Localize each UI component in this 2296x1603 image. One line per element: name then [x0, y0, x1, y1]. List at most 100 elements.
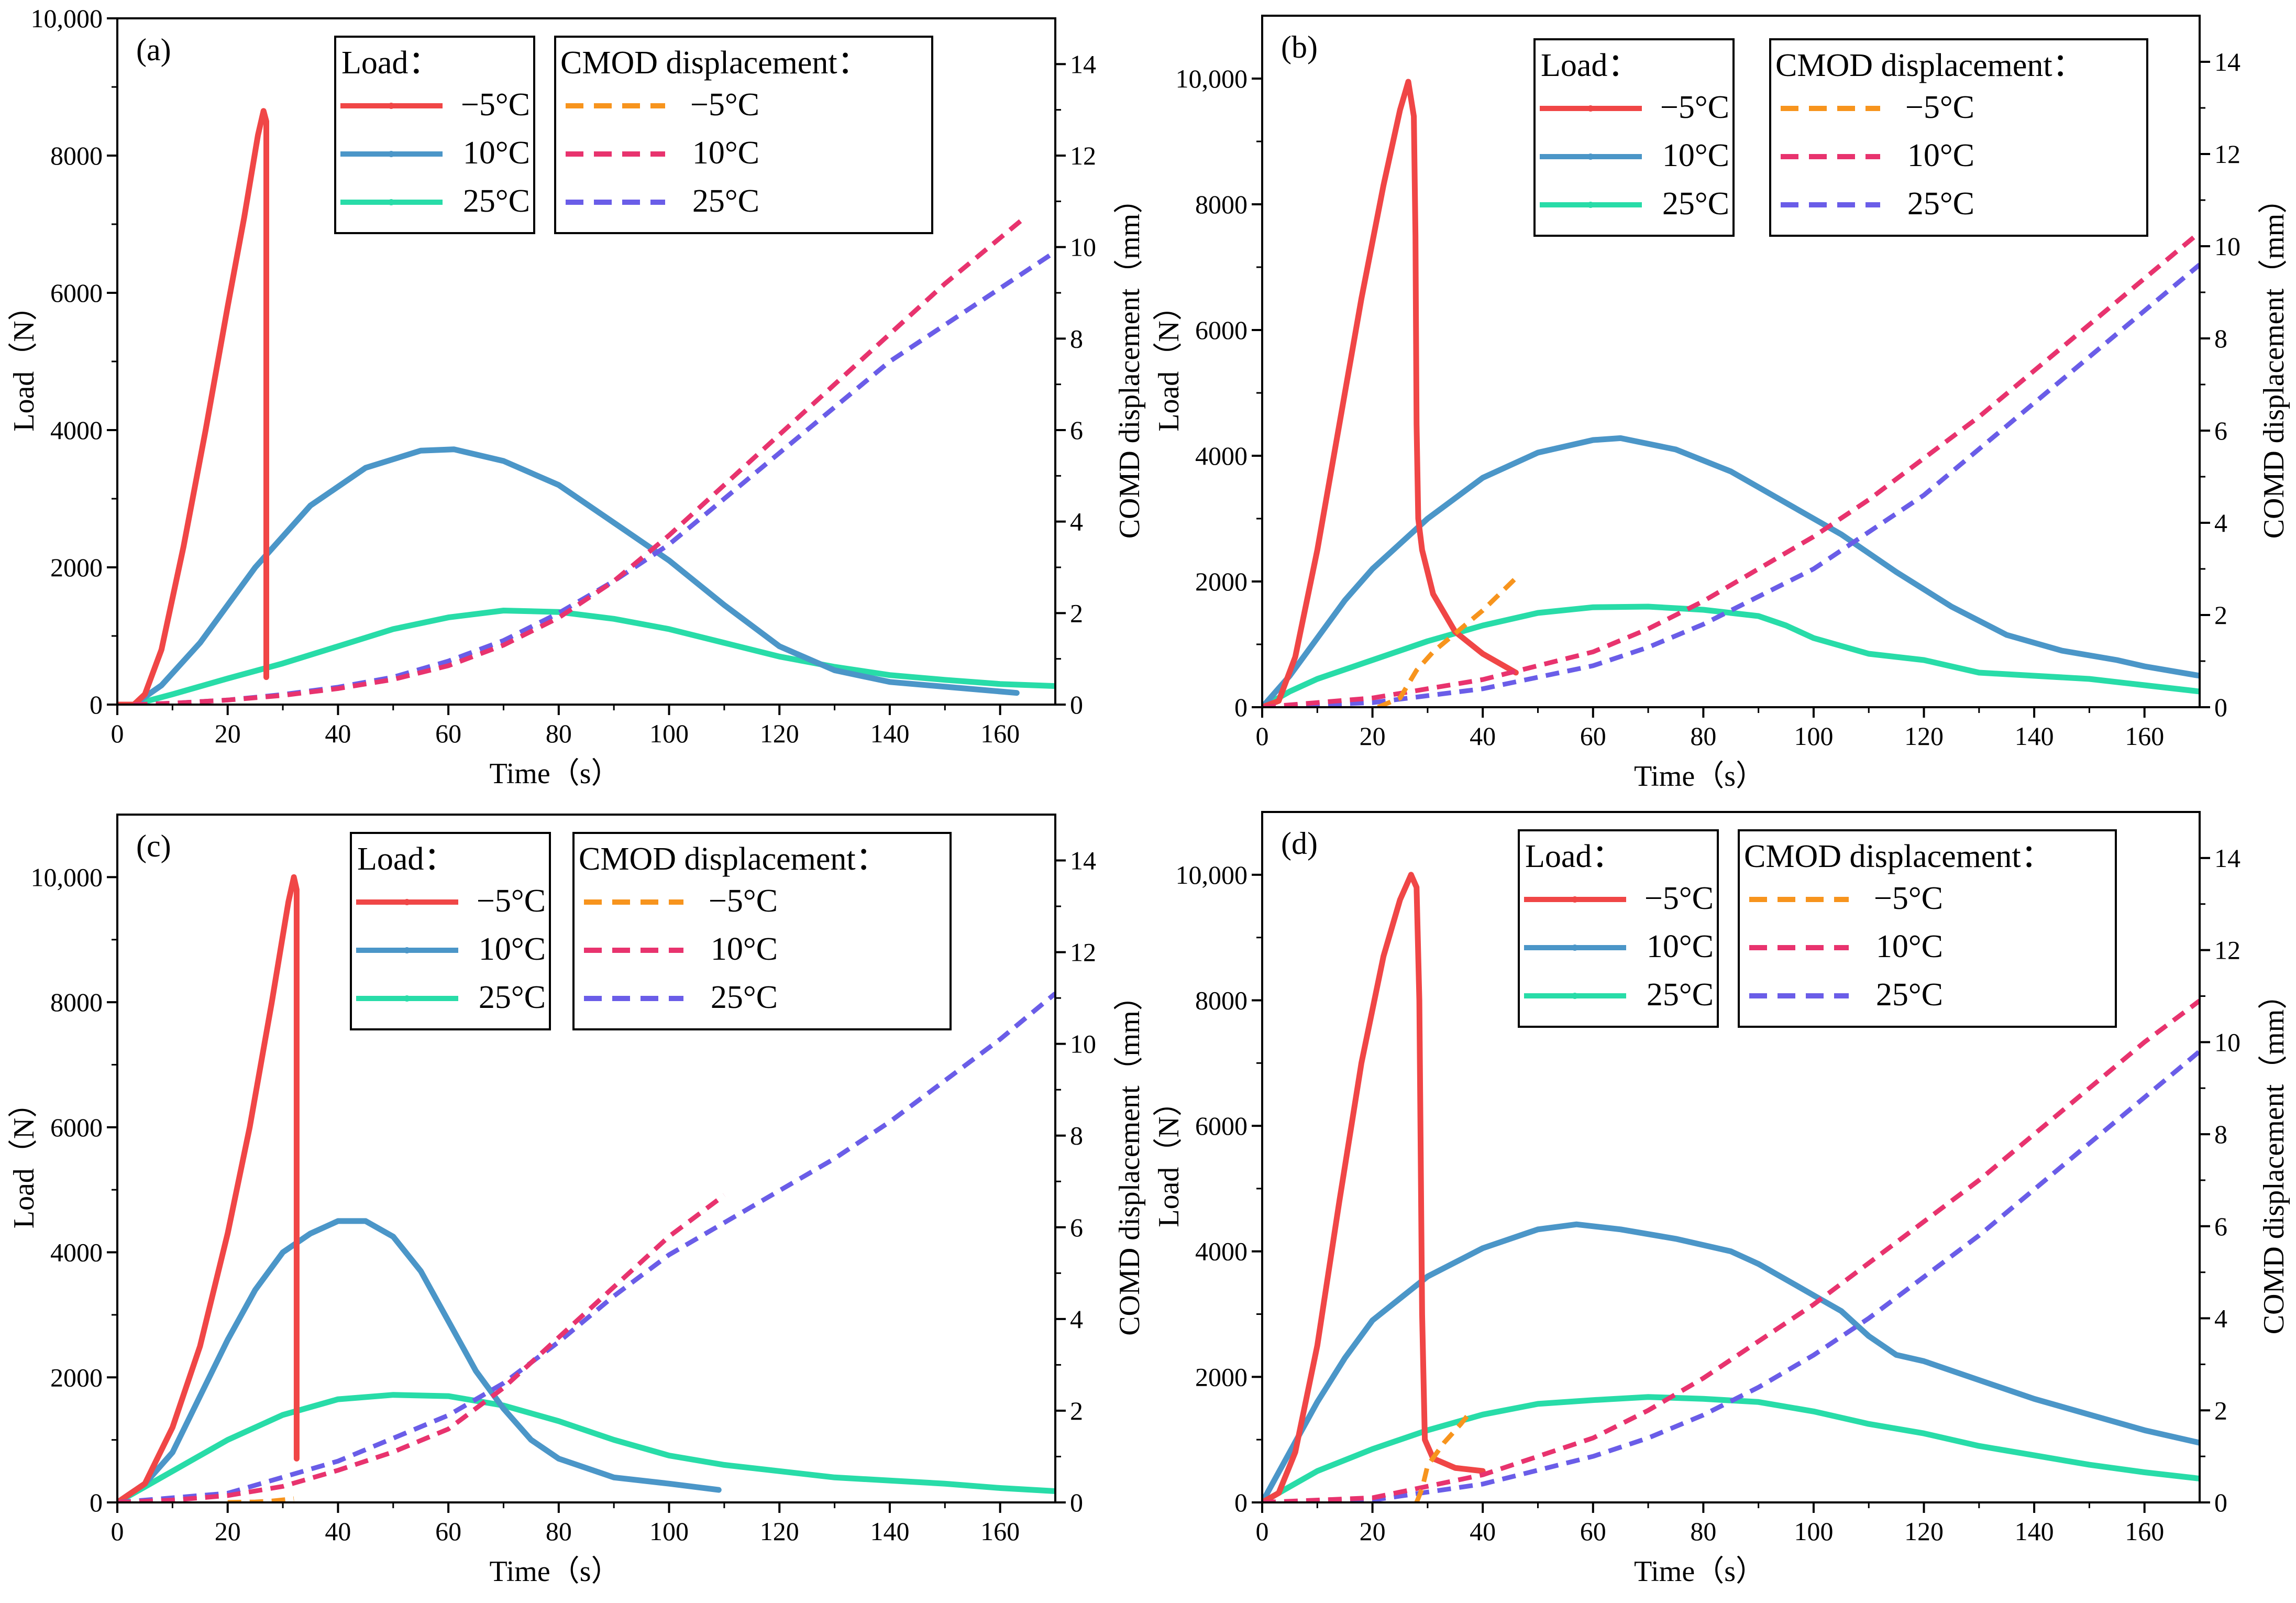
y-tick-label: 8000 [50, 141, 103, 170]
x-tick-label: 20 [215, 719, 241, 748]
cmod-series-t25 [1262, 1049, 2200, 1502]
y-tick-label: 0 [90, 690, 103, 719]
plot-frame [1261, 15, 2201, 708]
y-tick-label: 10,000 [31, 4, 103, 33]
legend-load-marker-t10 [1572, 945, 1578, 951]
y-axis-label: Load（N） [1153, 1087, 1185, 1227]
y2-tick-label: 10 [2214, 1027, 2240, 1057]
x-tick-label: 100 [1794, 1517, 1833, 1546]
y2-tick-label: 14 [1070, 846, 1096, 875]
x-tick-label: 40 [325, 1517, 351, 1546]
y2-tick-label: 8 [2214, 324, 2227, 353]
y2-tick-label: 2 [2214, 600, 2227, 630]
load-series-t10 [131, 446, 1020, 705]
y-tick-label: 0 [1234, 1488, 1248, 1517]
y-tick-label: 4000 [1195, 1237, 1248, 1266]
x-tick-label: 160 [2125, 721, 2164, 751]
cmod-series-t25 [134, 249, 1055, 705]
y2-axis-label: COMD displacement（mm） [1113, 184, 1146, 539]
cmod-series-t25 [117, 991, 1055, 1502]
legend-load-marker-t10 [404, 947, 410, 953]
legend-load-label-m5: −5°C [461, 87, 530, 123]
x-tick-label: 160 [980, 1517, 1020, 1546]
y2-tick-label: 4 [2214, 1304, 2227, 1333]
y2-tick-label: 12 [1070, 141, 1096, 170]
legend-load-title: Load： [1541, 48, 1640, 83]
x-axis-label: Time（s） [1634, 760, 1765, 793]
legend-cmod-label-t25: 25°C [1876, 977, 1943, 1013]
legend-load-label-m5: −5°C [1660, 90, 1729, 125]
legend-load: Load： −5°C 10°C 25°C [350, 832, 551, 1030]
y-tick-label: 6000 [50, 1113, 103, 1142]
x-tick-label: 0 [1256, 721, 1269, 751]
y-tick-label: 10,000 [1176, 860, 1248, 890]
legend-cmod-label-m5: −5°C [690, 87, 759, 123]
y-axis-label: Load（N） [1153, 291, 1185, 432]
y-tick-label: 2000 [50, 553, 103, 582]
legend-load-label-m5: −5°C [477, 883, 546, 919]
y2-tick-label: 10 [1070, 233, 1096, 262]
legend-load-title: Load： [341, 45, 440, 81]
y2-tick-label: 6 [1070, 415, 1083, 445]
x-tick-label: 100 [649, 1517, 689, 1546]
y2-tick-label: 12 [2214, 139, 2240, 169]
y-tick-label: 4000 [1195, 441, 1248, 470]
cmod-series-m5 [1414, 1409, 1474, 1502]
y2-tick-label: 12 [2214, 936, 2240, 965]
legend-load-label-t10: 10°C [479, 931, 546, 967]
x-axis-label: Time（s） [1634, 1555, 1765, 1588]
legend-load-marker-m5 [388, 103, 394, 109]
y2-tick-label: 14 [1070, 49, 1096, 79]
y2-axis-label: COMD displacement（mm） [2258, 184, 2290, 539]
y2-tick-label: 2 [1070, 598, 1083, 628]
legend-cmod-label-t25: 25°C [1907, 186, 1974, 222]
y2-tick-label: 6 [2214, 416, 2227, 445]
series-group [1262, 79, 2200, 707]
y-tick-label: 2000 [1195, 567, 1248, 596]
panel-label: (c) [136, 829, 171, 863]
x-tick-label: 100 [649, 719, 689, 748]
y-tick-label: 4000 [50, 415, 103, 445]
panel-b: 0 20 40 60 80 100 120 140 1600200040006000800010… [1153, 15, 2290, 793]
legend-load: Load： −5°C 10°C 25°C [1518, 829, 1719, 1028]
y-axis-label: Load（N） [8, 291, 40, 432]
y-tick-label: 10,000 [1176, 64, 1248, 93]
y2-tick-label: 8 [2214, 1119, 2227, 1149]
legend-load: Load： −5°C 10°C 25°C [1533, 38, 1735, 237]
y2-tick-label: 4 [1070, 1304, 1083, 1334]
legend-load: Load： −5°C 10°C 25°C [334, 36, 535, 234]
x-tick-label: 80 [546, 719, 572, 748]
cmod-series-m5 [1377, 576, 1518, 707]
y2-tick-label: 0 [2214, 693, 2227, 722]
legend-load-marker-t25 [1587, 202, 1594, 208]
cmod-series-t25 [1262, 262, 2200, 707]
legend-cmod-box [1738, 829, 2117, 1028]
legend-cmod-label-m5: −5°C [1874, 881, 1943, 916]
y2-tick-label: 0 [1070, 690, 1083, 719]
legend-cmod: CMOD displacement： −5°C 10°C 25°C [554, 36, 933, 234]
panel-d: 0 20 40 60 80 100 120 140 1600200040006000800010… [1153, 811, 2290, 1588]
x-tick-label: 160 [980, 719, 1020, 748]
x-tick-label: 0 [111, 1517, 124, 1546]
series-group [1262, 872, 2200, 1502]
legend-cmod-title: CMOD displacement： [1744, 839, 2054, 874]
y2-tick-label: 10 [2214, 232, 2240, 261]
x-tick-label: 120 [760, 719, 799, 748]
legend-load-label-t10: 10°C [1647, 929, 1714, 964]
y2-tick-label: 2 [1070, 1396, 1083, 1425]
x-tick-label: 140 [2015, 721, 2054, 751]
y-tick-label: 8000 [1195, 985, 1248, 1015]
y2-tick-label: 6 [1070, 1213, 1083, 1242]
y2-tick-label: 0 [2214, 1488, 2227, 1517]
x-tick-label: 60 [435, 719, 461, 748]
series-group [117, 108, 1055, 705]
x-tick-label: 100 [1794, 721, 1833, 751]
x-tick-label: 120 [760, 1517, 799, 1546]
legend-load-marker-t25 [388, 199, 394, 205]
y2-tick-label: 4 [1070, 507, 1083, 536]
cmod-series-m5 [227, 1496, 294, 1502]
legend-cmod: CMOD displacement： −5°C 10°C 25°C [1738, 829, 2117, 1028]
x-tick-label: 60 [1580, 1517, 1606, 1546]
legend-load-marker-t25 [1572, 993, 1578, 999]
